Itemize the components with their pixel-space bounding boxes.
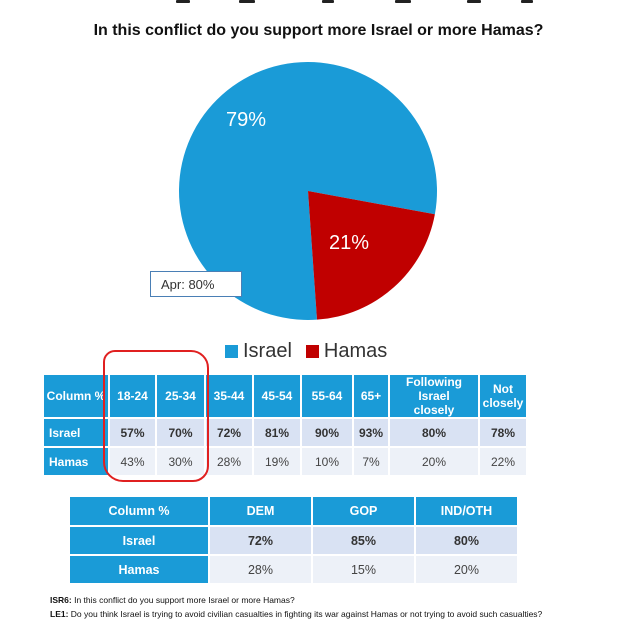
table-row: Hamas 28% 15% 20% [68, 554, 519, 585]
age-row-label: Hamas [42, 446, 110, 477]
footnote-le1: LE1: Do you think Israel is trying to av… [50, 609, 542, 619]
age-cell: 80% [388, 417, 480, 448]
age-cell: 81% [252, 417, 302, 448]
party-cell: 85% [311, 525, 416, 556]
party-table-header: GOP [311, 495, 416, 527]
age-table-header: 25-34 [155, 373, 206, 419]
age-cell: 90% [300, 417, 354, 448]
age-table-header: 65+ [352, 373, 390, 419]
legend-label-israel: Israel [243, 339, 292, 362]
age-table-header: 45-54 [252, 373, 302, 419]
party-table-header: DEM [208, 495, 313, 527]
pie-chart: 79% 21% [179, 62, 437, 320]
party-cell: 80% [414, 525, 519, 556]
age-cell: 70% [155, 417, 206, 448]
party-cell: 20% [414, 554, 519, 585]
party-cell: 28% [208, 554, 313, 585]
table-row: Israel 57% 70% 72% 81% 90% 93% 80% 78% [42, 417, 528, 448]
age-table-header: 18-24 [108, 373, 157, 419]
top-decoration [176, 0, 533, 3]
footnote-text: In this conflict do you support more Isr… [71, 595, 295, 605]
pie-slice-hamas [308, 191, 435, 320]
footnote-code: LE1: [50, 609, 69, 619]
pie-label-israel: 79% [226, 109, 266, 131]
age-cell: 22% [478, 446, 528, 477]
age-table-header: Not closely [478, 373, 528, 419]
apr-annotation: Apr: 80% [150, 271, 242, 297]
legend-swatch-israel [225, 344, 238, 358]
party-table: Column % DEM GOP IND/OTH Israel 72% 85% … [68, 495, 519, 585]
age-table-header: Following Israel closely [388, 373, 480, 419]
party-table-header: IND/OTH [414, 495, 519, 527]
party-row-label: Hamas [68, 554, 210, 585]
age-table: Column % 18-24 25-34 35-44 45-54 55-64 6… [42, 373, 528, 477]
age-table-header: 35-44 [204, 373, 254, 419]
age-cell: 10% [300, 446, 354, 477]
table-row: Israel 72% 85% 80% [68, 525, 519, 556]
age-cell: 19% [252, 446, 302, 477]
age-table-header: 55-64 [300, 373, 354, 419]
pie-label-hamas: 21% [329, 232, 369, 254]
party-cell: 72% [208, 525, 313, 556]
legend-item-israel: Israel [225, 340, 292, 363]
legend-item-hamas: Hamas [305, 339, 388, 363]
footnote-isr6: ISR6: In this conflict do you support mo… [50, 595, 295, 605]
age-cell: 7% [352, 446, 390, 477]
chart-title: In this conflict do you support more Isr… [93, 22, 544, 39]
age-cell: 93% [352, 417, 390, 448]
footnote-text: Do you think Israel is trying to avoid c… [68, 609, 543, 619]
legend-label-hamas: Hamas [323, 339, 388, 362]
party-table-header: Column % [68, 495, 210, 527]
table-row: Hamas 43% 30% 28% 19% 10% 7% 20% 22% [42, 446, 528, 477]
party-cell: 15% [311, 554, 416, 585]
footnote-code: ISR6: [50, 595, 72, 605]
age-cell: 28% [204, 446, 254, 477]
legend: Israel Hamas [225, 340, 401, 362]
hand-drawn-circle-annotation [103, 350, 209, 482]
legend-swatch-hamas [305, 344, 319, 358]
age-cell: 57% [108, 417, 157, 448]
age-cell: 20% [388, 446, 480, 477]
age-table-header: Column % [42, 373, 110, 419]
age-row-label: Israel [42, 417, 110, 448]
party-row-label: Israel [68, 525, 210, 556]
age-cell: 72% [204, 417, 254, 448]
age-cell: 78% [478, 417, 528, 448]
